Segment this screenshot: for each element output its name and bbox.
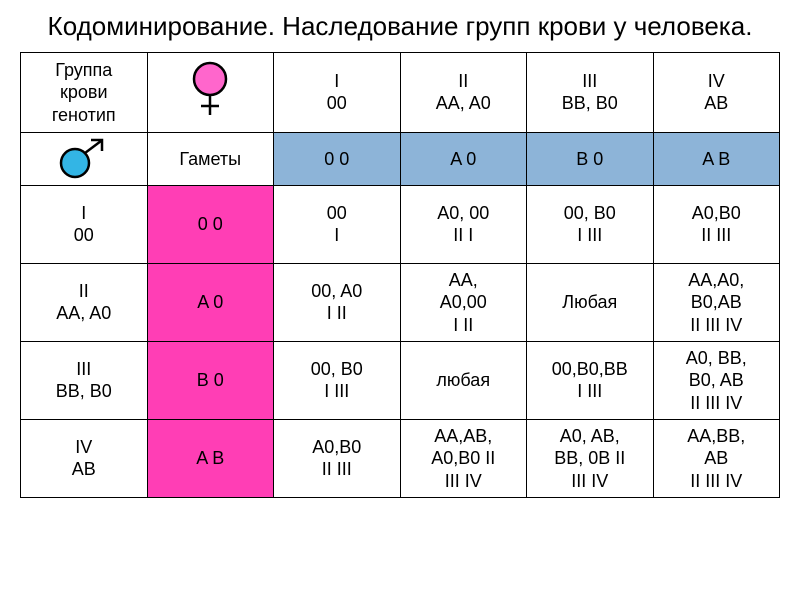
data-row-2: IIAA, A0 A 0 00, A0I II AA,A0,00I II Люб… <box>21 263 780 341</box>
cell-3-4: A0, BB,B0, ABII III IV <box>653 341 780 419</box>
female-symbol-cell <box>147 52 274 132</box>
gamete-col-4: A B <box>653 132 780 185</box>
gametes-label: Гаметы <box>147 132 274 185</box>
data-row-4: IVAB A B A0,B0II III AA,AB,A0,B0 IIIII I… <box>21 419 780 497</box>
gamete-col-1: 0 0 <box>274 132 401 185</box>
row-gametes-3: B 0 <box>147 341 274 419</box>
male-symbol-cell <box>21 132 148 185</box>
cell-3-2: любая <box>400 341 527 419</box>
row-gametes-4: A B <box>147 419 274 497</box>
group-header-1: I00 <box>274 52 401 132</box>
female-icon <box>187 59 233 121</box>
male-icon <box>25 137 143 181</box>
cell-3-1: 00, B0I III <box>274 341 401 419</box>
cell-1-4: A0,B0II III <box>653 185 780 263</box>
cell-4-1: A0,B0II III <box>274 419 401 497</box>
cell-2-4: AA,A0,B0,ABII III IV <box>653 263 780 341</box>
page-title: Кодоминирование. Наследование групп кров… <box>20 10 780 44</box>
group-header-2: IIAA, A0 <box>400 52 527 132</box>
blood-group-table: Группакровигенотип I00 IIAA, A0 IIIBB, B… <box>20 52 780 498</box>
cell-4-3: A0, AB,BB, 0B IIIII IV <box>527 419 654 497</box>
header-row: Группакровигенотип I00 IIAA, A0 IIIBB, B… <box>21 52 780 132</box>
cell-1-3: 00, B0I III <box>527 185 654 263</box>
cell-2-2: AA,A0,00I II <box>400 263 527 341</box>
row-label-3: IIIBB, B0 <box>21 341 148 419</box>
cell-3-3: 00,B0,BBI III <box>527 341 654 419</box>
row-gametes-2: A 0 <box>147 263 274 341</box>
row-label-2: IIAA, A0 <box>21 263 148 341</box>
gamete-col-3: B 0 <box>527 132 654 185</box>
gamete-header-row: Гаметы 0 0 A 0 B 0 A B <box>21 132 780 185</box>
cell-4-2: AA,AB,A0,B0 IIIII IV <box>400 419 527 497</box>
data-row-3: IIIBB, B0 B 0 00, B0I III любая 00,B0,BB… <box>21 341 780 419</box>
gamete-col-2: A 0 <box>400 132 527 185</box>
cell-2-3: Любая <box>527 263 654 341</box>
cell-4-4: AA,BB,ABII III IV <box>653 419 780 497</box>
cell-1-1: 00I <box>274 185 401 263</box>
row-label-4: IVAB <box>21 419 148 497</box>
group-header-4: IVAB <box>653 52 780 132</box>
group-header-3: IIIBB, B0 <box>527 52 654 132</box>
row-gametes-1: 0 0 <box>147 185 274 263</box>
data-row-1: I00 0 0 00I A0, 00II I 00, B0I III A0,B0… <box>21 185 780 263</box>
row-label-1: I00 <box>21 185 148 263</box>
cell-1-2: A0, 00II I <box>400 185 527 263</box>
header-label: Группакровигенотип <box>21 52 148 132</box>
cell-2-1: 00, A0I II <box>274 263 401 341</box>
